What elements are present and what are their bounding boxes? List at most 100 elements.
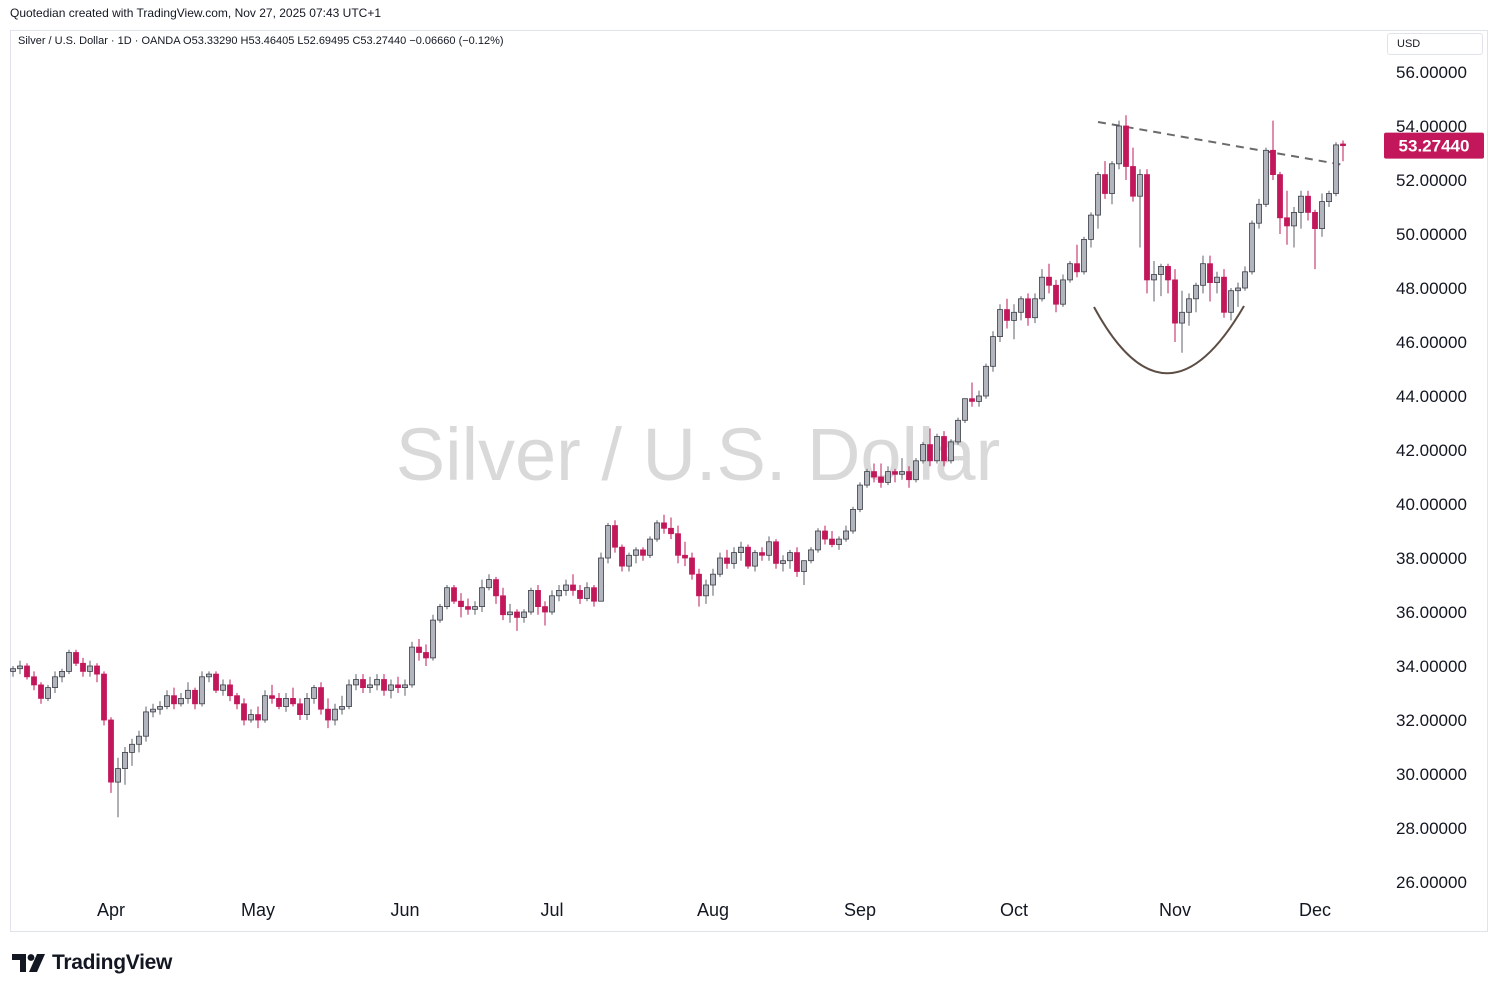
price-axis[interactable]: 26.00000 28.00000 30.00000 32.00000 34.00000…: [1396, 63, 1467, 892]
candle-125[interactable]: [885, 466, 891, 486]
candle-156[interactable]: [1102, 161, 1108, 199]
candle-55[interactable]: [395, 676, 401, 693]
candle-127[interactable]: [899, 458, 905, 480]
candle-107[interactable]: [759, 547, 765, 561]
candle-86[interactable]: [612, 520, 618, 553]
candle-38[interactable]: [276, 693, 282, 710]
candle-63[interactable]: [451, 585, 457, 604]
candle-146[interactable]: [1032, 293, 1038, 324]
candle-160[interactable]: [1130, 147, 1136, 202]
candle-123[interactable]: [871, 463, 877, 483]
candle-51[interactable]: [367, 676, 373, 693]
candle-98[interactable]: [696, 568, 702, 607]
candle-139[interactable]: [983, 363, 989, 399]
candle-159[interactable]: [1123, 115, 1129, 180]
candle-79[interactable]: [563, 579, 569, 596]
candle-85[interactable]: [605, 522, 611, 564]
candle-157[interactable]: [1109, 161, 1115, 205]
candle-84[interactable]: [598, 552, 604, 602]
candle-73[interactable]: [521, 609, 527, 623]
candle-133[interactable]: [941, 431, 947, 467]
candle-12[interactable]: [94, 663, 100, 683]
candle-168[interactable]: [1186, 293, 1192, 326]
candle-34[interactable]: [248, 709, 254, 723]
candle-121[interactable]: [857, 482, 863, 513]
candle-115[interactable]: [815, 528, 821, 553]
candle-102[interactable]: [724, 549, 730, 569]
candle-97[interactable]: [689, 552, 695, 580]
candle-150[interactable]: [1060, 274, 1066, 307]
candle-96[interactable]: [682, 541, 688, 567]
candle-145[interactable]: [1025, 293, 1031, 326]
candle-169[interactable]: [1193, 282, 1199, 313]
candle-87[interactable]: [619, 544, 625, 572]
candle-82[interactable]: [584, 582, 590, 602]
candle-186[interactable]: [1312, 209, 1318, 270]
candle-163[interactable]: [1151, 261, 1157, 302]
candle-66[interactable]: [472, 601, 478, 615]
candle-54[interactable]: [388, 679, 394, 699]
candle-9[interactable]: [73, 649, 79, 666]
candle-114[interactable]: [808, 547, 814, 564]
candle-147[interactable]: [1039, 269, 1045, 302]
candle-101[interactable]: [717, 552, 723, 577]
candle-99[interactable]: [703, 579, 709, 604]
candle-8[interactable]: [66, 649, 72, 675]
candle-53[interactable]: [381, 674, 387, 696]
candle-126[interactable]: [892, 468, 898, 483]
candle-15[interactable]: [115, 757, 121, 818]
candle-58[interactable]: [416, 639, 422, 661]
candle-2[interactable]: [24, 663, 30, 680]
candle-5[interactable]: [45, 684, 51, 702]
candle-190[interactable]: [1340, 140, 1346, 162]
candle-95[interactable]: [675, 525, 681, 564]
candle-167[interactable]: [1179, 290, 1185, 353]
candle-18[interactable]: [136, 730, 142, 753]
candle-31[interactable]: [227, 679, 233, 702]
candle-11[interactable]: [87, 660, 93, 677]
candle-118[interactable]: [836, 536, 842, 550]
candle-57[interactable]: [409, 641, 415, 688]
candle-88[interactable]: [626, 552, 632, 572]
rounded-bottom-arc[interactable]: [1093, 305, 1245, 375]
candle-40[interactable]: [290, 687, 296, 707]
candle-154[interactable]: [1088, 212, 1094, 248]
candle-25[interactable]: [185, 682, 191, 704]
candle-117[interactable]: [829, 531, 835, 548]
candle-140[interactable]: [990, 331, 996, 372]
candle-104[interactable]: [738, 541, 744, 561]
candle-76[interactable]: [542, 601, 548, 626]
candle-4[interactable]: [38, 682, 44, 704]
time-axis[interactable]: Apr May Jun Jul Aug Sep Oct Nov Dec: [97, 900, 1331, 920]
candle-128[interactable]: [906, 466, 912, 488]
candle-6[interactable]: [52, 671, 58, 693]
candle-170[interactable]: [1200, 255, 1206, 294]
candle-50[interactable]: [360, 674, 366, 693]
candle-48[interactable]: [346, 679, 352, 710]
candle-1[interactable]: [17, 660, 23, 675]
candle-141[interactable]: [997, 304, 1003, 342]
candle-124[interactable]: [878, 463, 884, 488]
candle-80[interactable]: [570, 574, 576, 596]
candle-56[interactable]: [402, 679, 408, 696]
candle-100[interactable]: [710, 568, 716, 596]
candle-152[interactable]: [1074, 244, 1080, 278]
candle-153[interactable]: [1081, 236, 1087, 275]
candle-43[interactable]: [311, 684, 317, 704]
candle-184[interactable]: [1298, 190, 1304, 229]
candle-46[interactable]: [332, 703, 338, 726]
candle-172[interactable]: [1214, 271, 1220, 294]
candle-143[interactable]: [1011, 304, 1017, 340]
candle-33[interactable]: [241, 698, 247, 726]
candle-180[interactable]: [1270, 120, 1276, 180]
candle-148[interactable]: [1046, 263, 1052, 294]
dashed-resistance-line[interactable]: [1097, 121, 1345, 166]
candle-26[interactable]: [192, 687, 198, 710]
candle-131[interactable]: [927, 428, 933, 467]
candle-19[interactable]: [143, 706, 149, 742]
candle-78[interactable]: [556, 585, 562, 602]
candle-177[interactable]: [1249, 220, 1255, 275]
candle-105[interactable]: [745, 544, 751, 569]
candle-70[interactable]: [500, 587, 506, 621]
candle-164[interactable]: [1158, 263, 1164, 297]
